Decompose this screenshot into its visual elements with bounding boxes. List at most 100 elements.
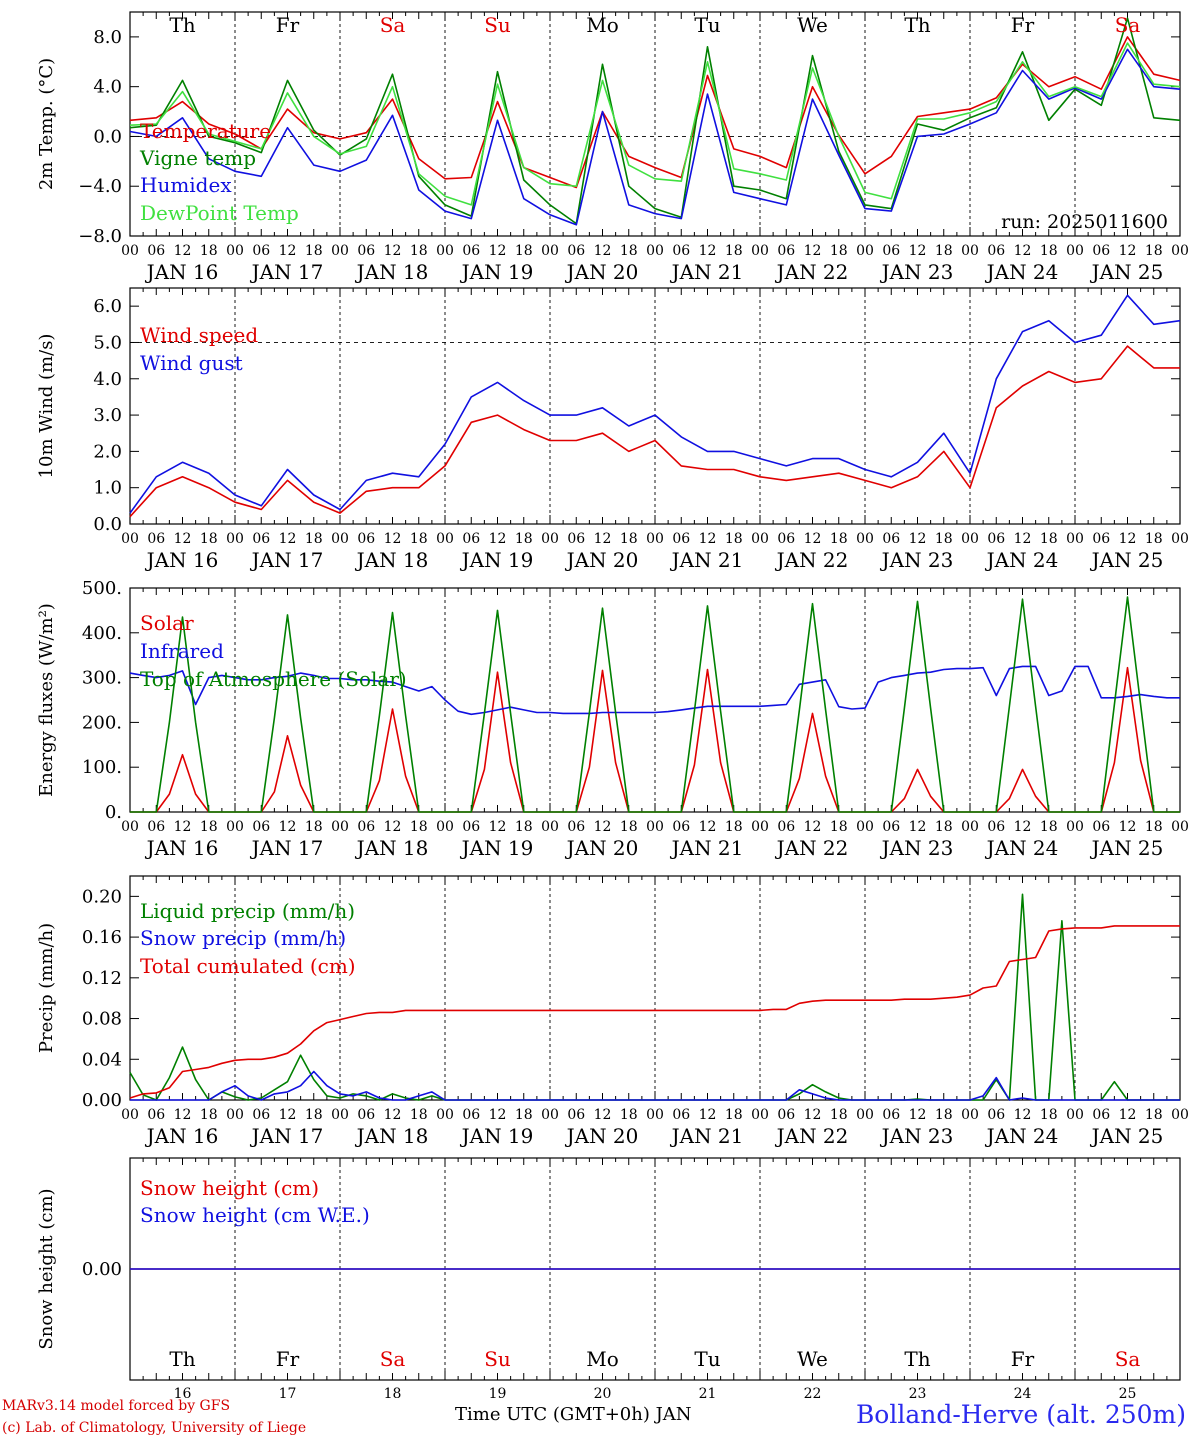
hour-tick-label: 12 (909, 1107, 927, 1123)
hour-tick-label: 06 (357, 819, 375, 835)
y-tick-label: 0.0 (93, 126, 122, 147)
date-label: JAN 21 (670, 1124, 744, 1148)
hour-tick-label: 00 (856, 1107, 874, 1123)
y-tick-label: 5.0 (93, 332, 122, 353)
hour-tick-label: 00 (226, 819, 244, 835)
hour-tick-label: 18 (935, 531, 953, 547)
hour-tick-label: 06 (1092, 531, 1110, 547)
date-label: JAN 20 (565, 260, 639, 284)
time-axis-title: Time UTC (GMT+0h) JAN (455, 1404, 692, 1425)
hour-tick-label: 12 (1014, 243, 1032, 259)
date-label: JAN 23 (880, 548, 954, 572)
day-number-label: 16 (174, 1386, 192, 1402)
legend-entry: Wind gust (140, 351, 243, 375)
day-number-label: 21 (699, 1386, 717, 1402)
series-line (129, 48, 1181, 226)
legend-entry: Vigne temp (139, 146, 256, 170)
weekday-label: Tu (694, 1347, 720, 1371)
legend-entry: DewPoint Temp (140, 201, 299, 225)
hour-tick-label: 06 (357, 243, 375, 259)
date-label: JAN 19 (460, 836, 534, 860)
date-label: JAN 24 (985, 260, 1059, 284)
hour-tick-label: 18 (515, 243, 533, 259)
hour-tick-label: 12 (174, 819, 192, 835)
hour-tick-label: 12 (489, 1107, 507, 1123)
hour-tick-label: 06 (987, 531, 1005, 547)
hour-tick-label: 00 (541, 531, 559, 547)
hour-tick-label: 00 (541, 243, 559, 259)
hour-tick-label: 06 (147, 243, 165, 259)
panel-frame (129, 587, 1181, 813)
hour-tick-label: 00 (856, 531, 874, 547)
hour-tick-label: 06 (147, 819, 165, 835)
y-axis-title: Snow height (cm) (36, 1188, 57, 1349)
hour-tick-label: 18 (620, 531, 638, 547)
hour-tick-label: 12 (594, 819, 612, 835)
hour-tick-label: 00 (961, 819, 979, 835)
hour-tick-label: 06 (777, 1107, 795, 1123)
hour-tick-label: 18 (410, 243, 428, 259)
hour-tick-label: 06 (462, 243, 480, 259)
hour-tick-label: 18 (1040, 243, 1058, 259)
legend-entry: Top of Atmosphere (Solar) (140, 667, 407, 691)
hour-tick-label: 18 (305, 531, 323, 547)
weekday-label: We (797, 1347, 828, 1371)
hour-tick-label: 12 (594, 1107, 612, 1123)
hour-tick-label: 06 (672, 531, 690, 547)
series-line (129, 36, 1181, 189)
y-tick-label: 3.0 (93, 405, 122, 426)
hour-tick-label: 18 (1040, 819, 1058, 835)
hour-tick-label: 12 (699, 819, 717, 835)
date-label: JAN 22 (775, 1124, 849, 1148)
date-label: JAN 19 (460, 260, 534, 284)
y-tick-label: 400. (82, 623, 122, 644)
day-number-label: 25 (1119, 1386, 1137, 1402)
date-label: JAN 21 (670, 260, 744, 284)
hour-tick-label: 12 (909, 243, 927, 259)
y-axis-title: Energy fluxes (W/m²) (36, 603, 57, 797)
series-line (129, 345, 1180, 518)
weekday-label: Th (904, 13, 930, 37)
hour-tick-label: 00 (226, 531, 244, 547)
weekday-label: Sa (380, 13, 406, 37)
date-label: JAN 23 (880, 836, 954, 860)
date-label: JAN 19 (460, 1124, 534, 1148)
date-label: JAN 17 (250, 260, 324, 284)
weekday-label: Sa (380, 1347, 406, 1371)
date-label: JAN 18 (355, 1124, 429, 1148)
date-label: JAN 19 (460, 548, 534, 572)
series-line (130, 596, 1180, 813)
hour-tick-label: 00 (436, 531, 454, 547)
legend-entry: Humidex (140, 173, 232, 197)
hour-tick-label: 00 (1171, 531, 1189, 547)
hour-tick-label: 00 (646, 1107, 664, 1123)
hour-tick-label: 06 (777, 243, 795, 259)
hour-tick-label: 06 (357, 531, 375, 547)
hour-tick-label: 12 (804, 531, 822, 547)
hour-tick-label: 06 (567, 243, 585, 259)
y-tick-label: 0.00 (82, 1259, 122, 1280)
hour-tick-label: 00 (751, 531, 769, 547)
hour-tick-label: 18 (1145, 1107, 1163, 1123)
hour-tick-label: 00 (1066, 243, 1084, 259)
hour-tick-label: 18 (725, 1107, 743, 1123)
hour-tick-label: 18 (200, 243, 218, 259)
date-label: JAN 16 (145, 836, 219, 860)
date-label: JAN 20 (565, 836, 639, 860)
date-label: JAN 16 (145, 1124, 219, 1148)
hour-tick-label: 06 (252, 243, 270, 259)
hour-tick-label: 18 (410, 531, 428, 547)
hour-tick-label: 18 (1040, 531, 1058, 547)
hour-tick-label: 18 (200, 819, 218, 835)
weekday-label: Fr (276, 13, 300, 37)
hour-tick-label: 06 (882, 531, 900, 547)
hour-tick-label: 18 (935, 1107, 953, 1123)
hour-tick-label: 18 (830, 1107, 848, 1123)
hour-tick-label: 00 (436, 819, 454, 835)
model-credit: MARv3.14 model forced by GFS (2, 1398, 231, 1414)
hour-tick-label: 00 (331, 531, 349, 547)
hour-tick-label: 06 (357, 1107, 375, 1123)
hour-tick-label: 06 (567, 1107, 585, 1123)
hour-tick-label: 00 (1066, 819, 1084, 835)
hour-tick-label: 12 (909, 531, 927, 547)
